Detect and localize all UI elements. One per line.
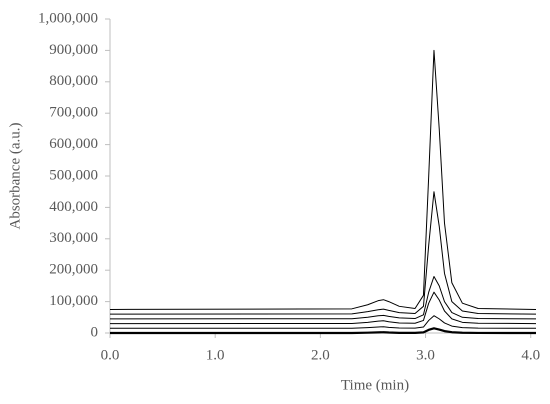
y-tick-label: 600,000 xyxy=(49,136,98,152)
x-tick-label: 4.0 xyxy=(521,347,540,363)
y-axis-title: Absorbance (a.u.) xyxy=(7,122,23,229)
y-tick-label: 900,000 xyxy=(49,42,98,58)
line-series xyxy=(109,291,537,325)
y-tick-label: 300,000 xyxy=(49,230,98,246)
y-tick-label: 700,000 xyxy=(49,105,98,121)
y-tick-label: 800,000 xyxy=(49,73,98,89)
y-tick-label: 0 xyxy=(91,324,99,340)
line-series xyxy=(109,49,537,310)
line-series xyxy=(109,315,537,329)
line-series xyxy=(109,191,537,315)
y-tick-label: 200,000 xyxy=(49,262,98,278)
x-tick-label: 1.0 xyxy=(206,347,225,363)
x-tick-label: 0.0 xyxy=(101,347,120,363)
x-tick-label: 2.0 xyxy=(311,347,330,363)
y-tick-label: 400,000 xyxy=(49,199,98,215)
x-axis-title: Time (min) xyxy=(341,377,409,393)
y-tick-label: 1,000,000 xyxy=(38,10,98,26)
y-tick-label: 500,000 xyxy=(49,167,98,183)
x-tick-label: 3.0 xyxy=(416,347,435,363)
y-tick-label: 100,000 xyxy=(49,293,98,309)
line-series xyxy=(109,275,537,320)
line-series xyxy=(110,327,537,335)
